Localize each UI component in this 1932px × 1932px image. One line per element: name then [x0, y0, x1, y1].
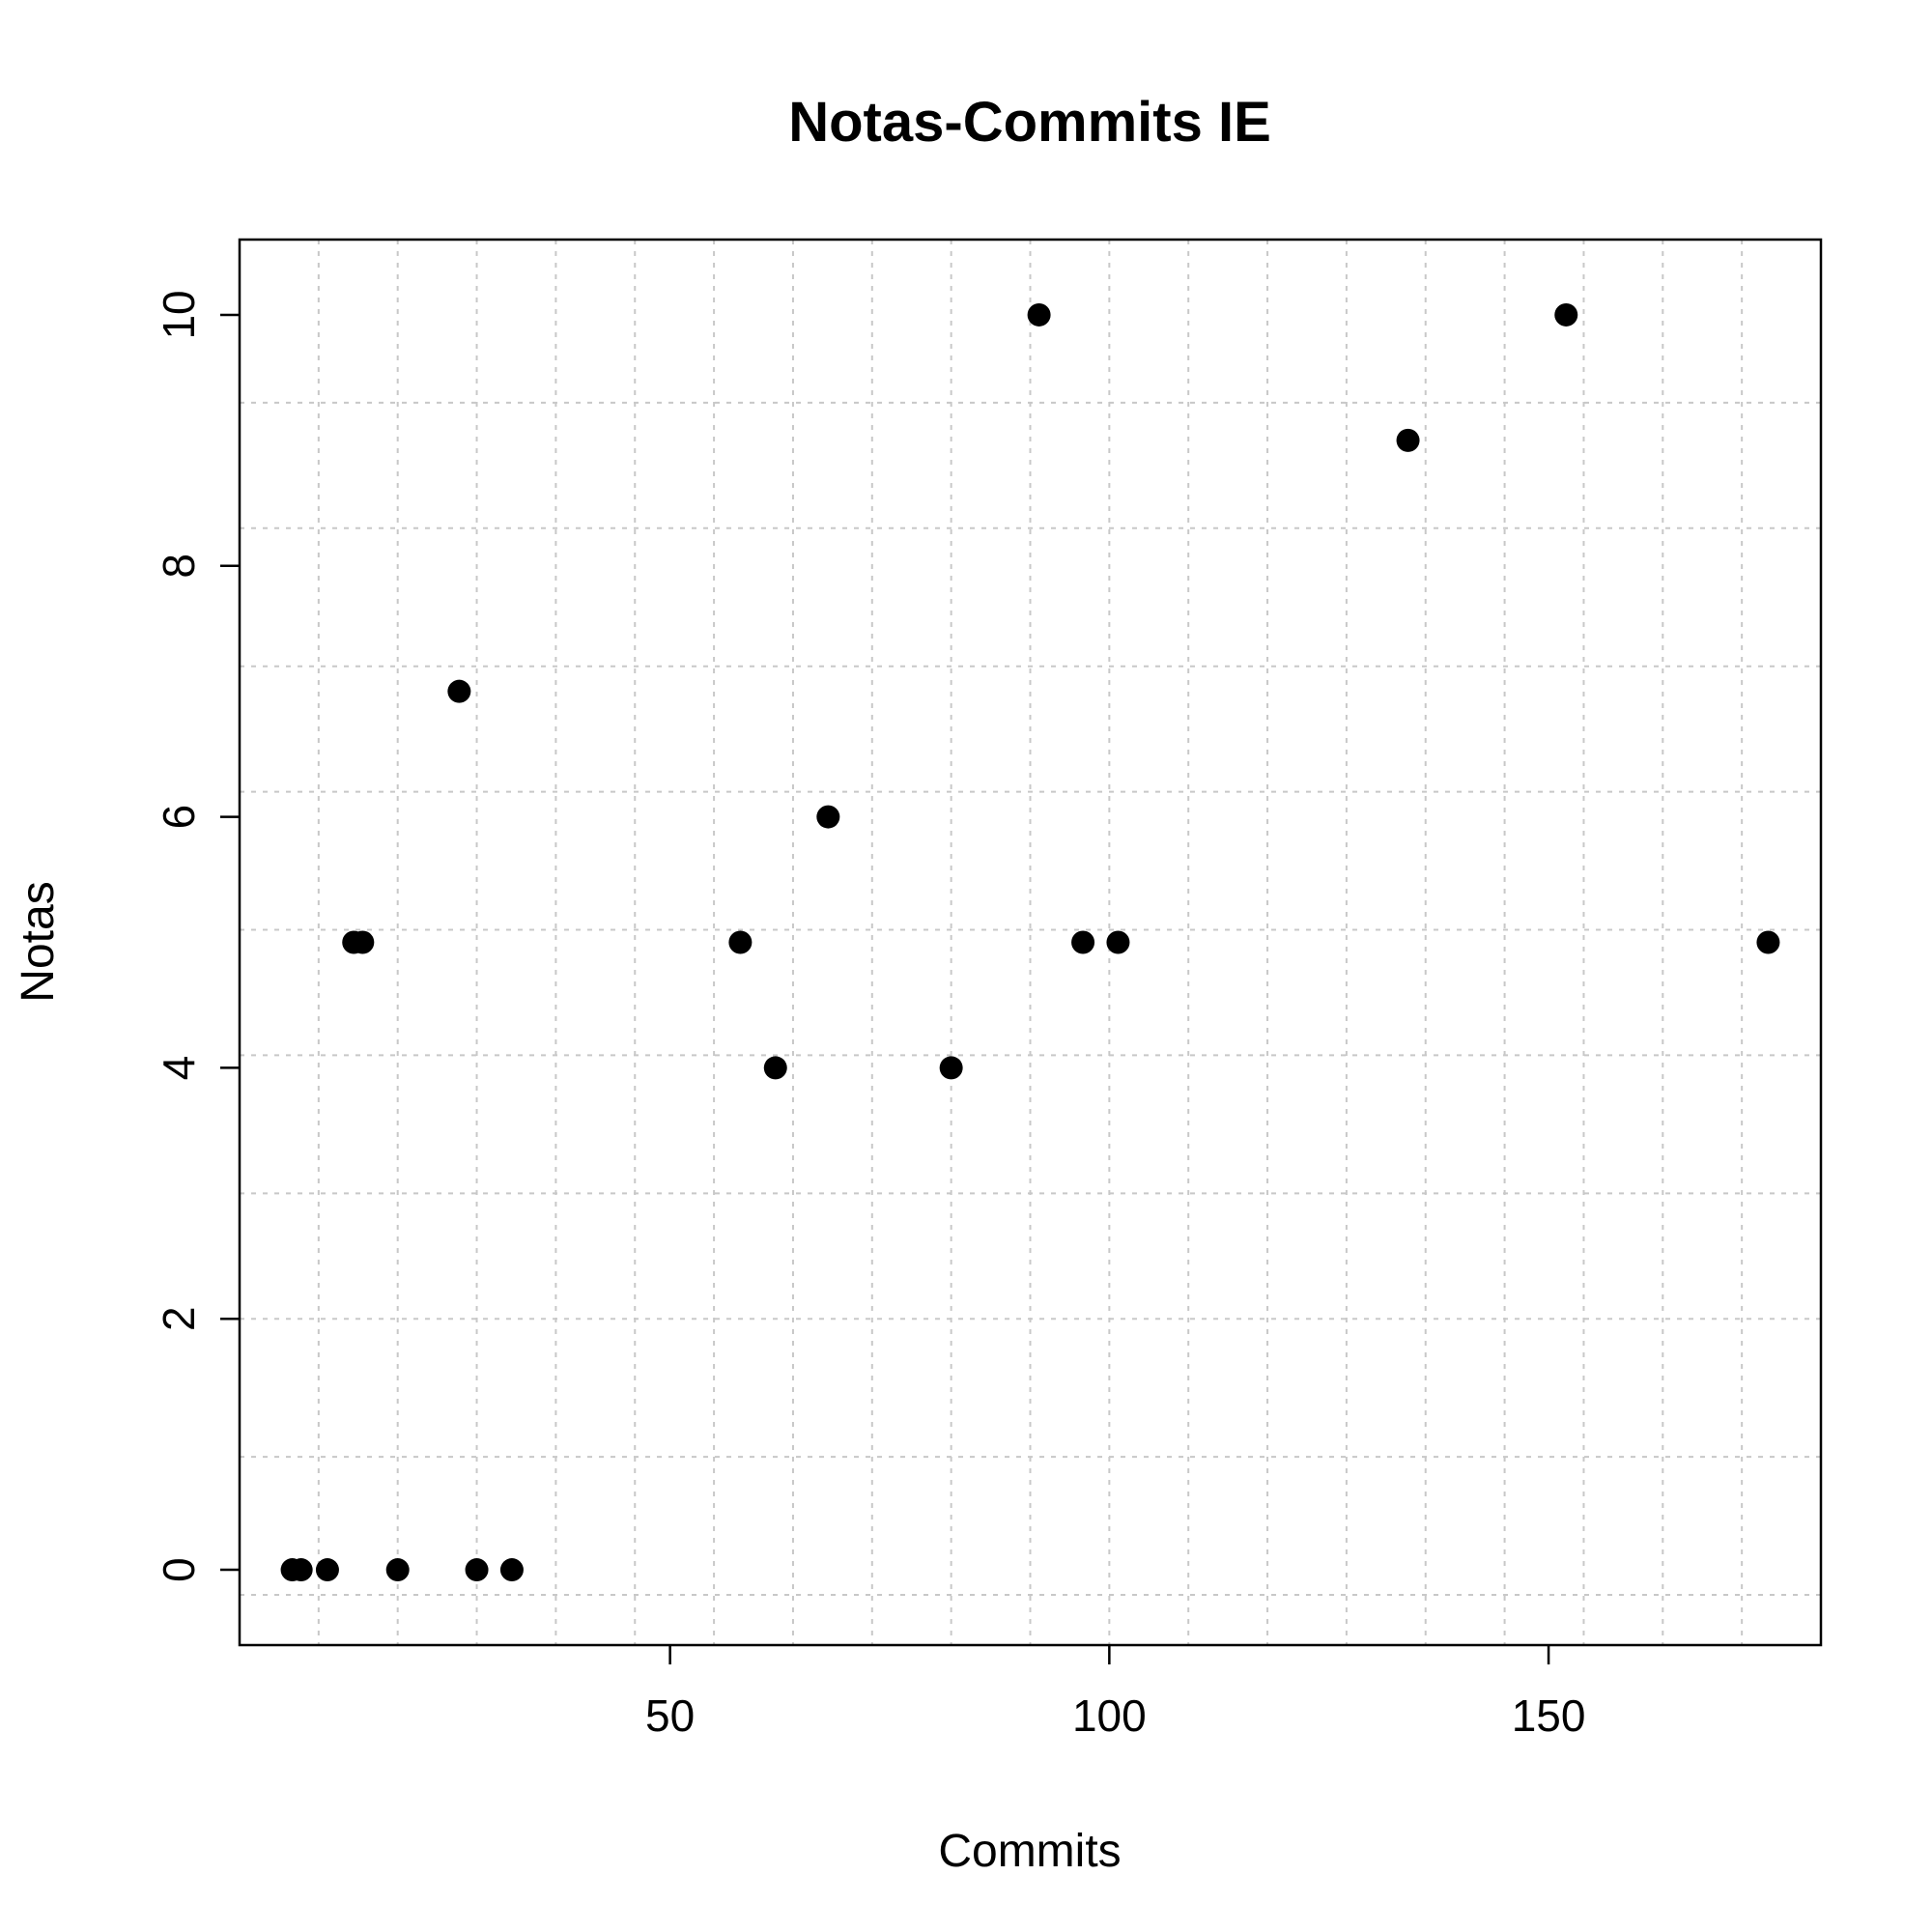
y-axis: 0 2 4 6 8 10 — [154, 290, 240, 1582]
x-axis: 50 100 150 — [645, 1645, 1585, 1741]
data-point-2 — [315, 1558, 339, 1582]
y-tick-label-0: 0 — [154, 1557, 204, 1582]
x-tick-label-150: 150 — [1512, 1690, 1586, 1741]
data-point-17 — [1554, 302, 1578, 327]
y-tick-label-4: 4 — [154, 1056, 204, 1081]
data-point-4 — [465, 1558, 489, 1582]
data-point-1 — [289, 1558, 313, 1582]
data-point-10 — [763, 1056, 787, 1080]
data-point-15 — [1106, 930, 1130, 954]
y-axis-label: Notas — [13, 881, 64, 1002]
x-tick-label-50: 50 — [645, 1690, 695, 1741]
data-points — [280, 302, 1780, 1582]
plot-frame — [238, 238, 1823, 1647]
data-point-16 — [1396, 428, 1420, 452]
grid — [240, 240, 1821, 1645]
data-point-11 — [816, 805, 840, 829]
y-tick-label-8: 8 — [154, 554, 204, 579]
data-point-13 — [1027, 302, 1051, 327]
chart-title: Notas-Commits IE — [788, 91, 1271, 154]
y-tick-label-2: 2 — [154, 1306, 204, 1331]
x-tick-label-100: 100 — [1072, 1690, 1147, 1741]
x-axis-label: Commits — [938, 1826, 1121, 1877]
data-point-12 — [939, 1056, 963, 1080]
data-point-3 — [385, 1558, 410, 1582]
data-point-7 — [351, 930, 375, 954]
data-point-18 — [1756, 930, 1780, 954]
data-point-8 — [447, 679, 471, 703]
data-point-9 — [728, 930, 753, 954]
data-point-5 — [499, 1558, 524, 1582]
data-point-14 — [1071, 930, 1095, 954]
y-tick-label-10: 10 — [154, 290, 204, 339]
y-tick-label-6: 6 — [154, 805, 204, 830]
